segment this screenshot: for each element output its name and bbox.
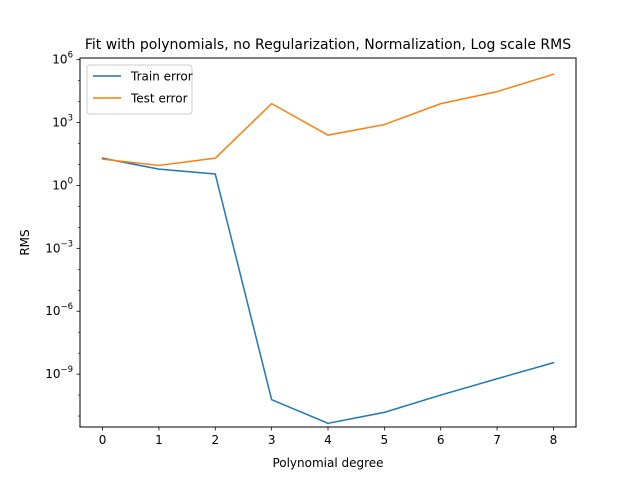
x-axis-title: Polynomial degree [272,456,383,470]
x-tick-label: 5 [381,433,389,447]
legend-box [86,64,193,115]
plot-area [79,57,577,428]
y-tick-label: 100 [52,176,73,192]
x-tick-label: 8 [550,433,558,447]
series-line-0 [101,157,555,425]
axes-frame [79,57,577,428]
y-tick-label: 10−6 [45,302,73,318]
y-tick-label: 103 [52,114,73,130]
y-axis-title: RMS [18,229,32,255]
y-axis: 10−9 10−6 10−3 100 103 106 [45,51,80,417]
x-tick-label: 6 [437,433,445,447]
chart-title: Fit with polynomials, no Regularization,… [85,37,571,53]
legend-label-1: Test error [130,92,188,106]
legend-label-0: Train error [130,70,193,84]
x-tick-label: 1 [155,433,163,447]
y-tick-label: 106 [52,51,73,67]
x-tick-label: 4 [324,433,332,447]
y-tick-label: 10−9 [45,365,73,381]
y-tick-label: 10−3 [45,239,73,255]
x-tick-label: 7 [493,433,501,447]
legend: Train error Test error [86,64,193,115]
series-line-1 [101,73,555,167]
x-axis: 0 1 2 3 4 5 6 7 8 [99,427,558,447]
x-tick-label: 2 [211,433,219,447]
series-lines [101,73,555,425]
x-tick-label: 0 [99,433,107,447]
x-tick-label: 3 [268,433,276,447]
